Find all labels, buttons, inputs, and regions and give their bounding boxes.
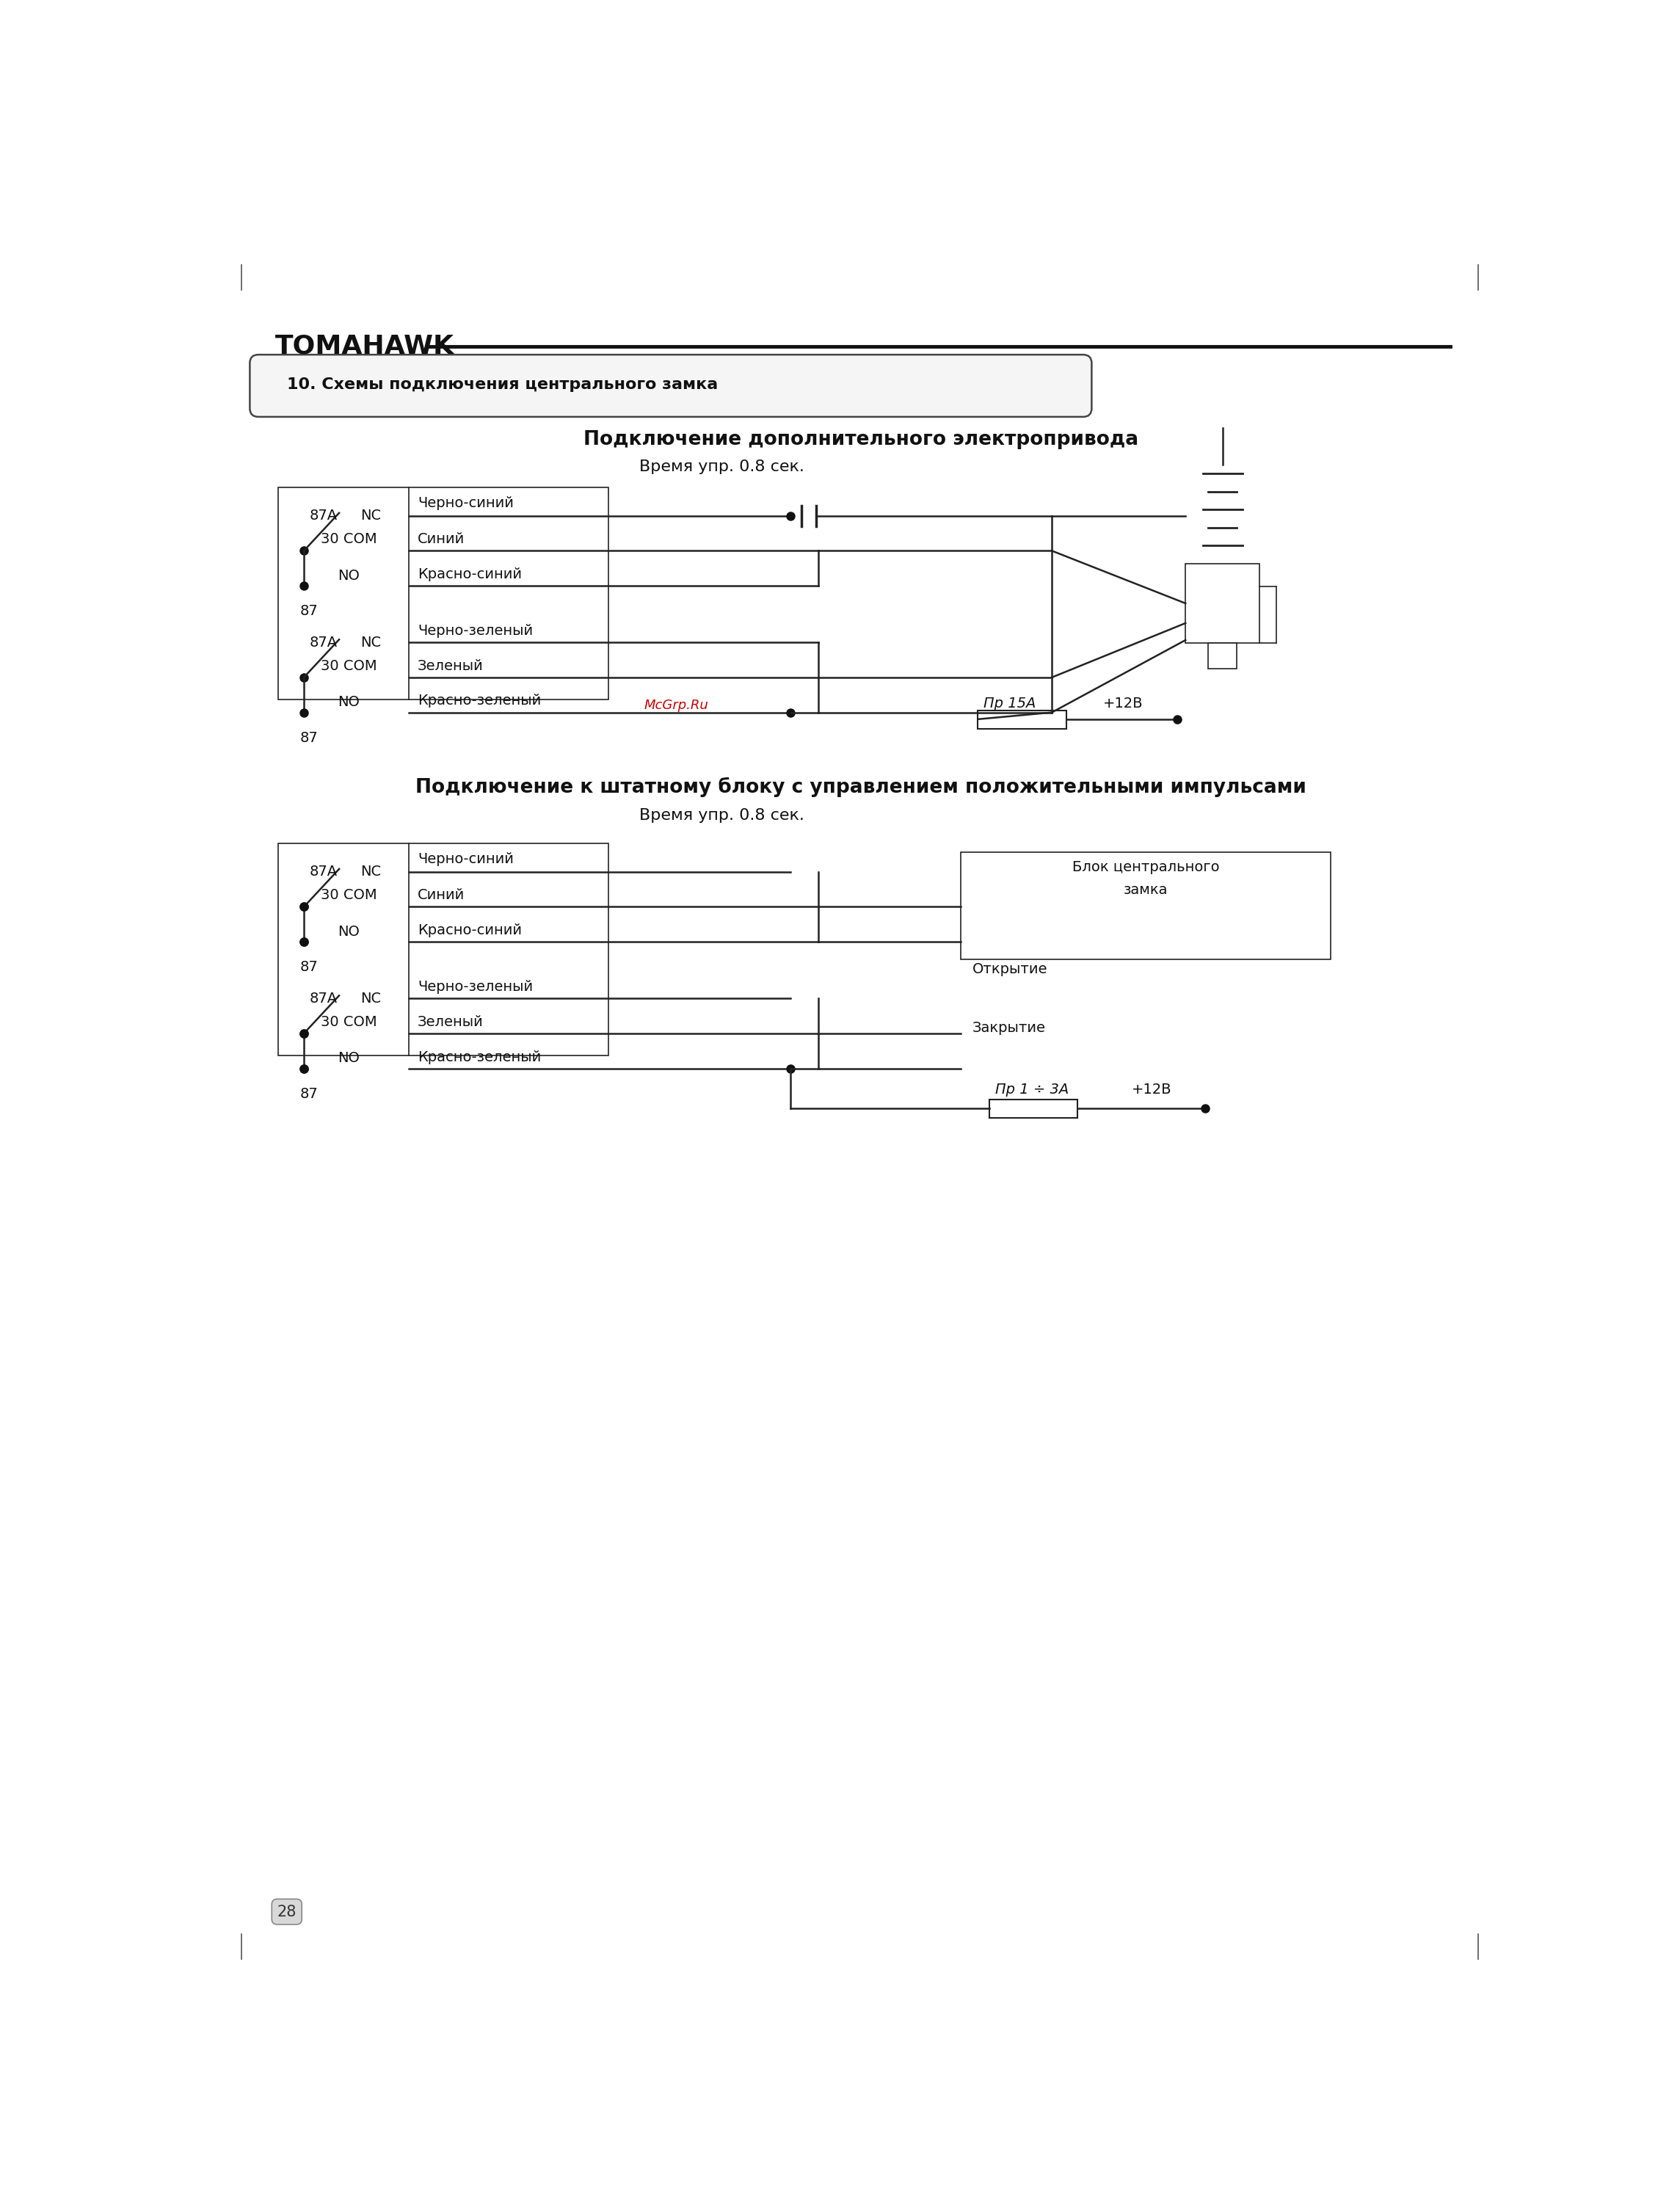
Text: 87A: 87A — [309, 991, 338, 1006]
Text: Черно-синий: Черно-синий — [418, 852, 514, 865]
Text: Зеленый: Зеленый — [418, 1015, 484, 1028]
Text: Черно-зеленый: Черно-зеленый — [418, 623, 533, 639]
Bar — [978, 711, 1067, 729]
Text: 87: 87 — [299, 960, 318, 973]
Text: NO: NO — [338, 925, 360, 938]
Text: 87A: 87A — [309, 636, 338, 650]
Text: +12В: +12В — [1104, 696, 1142, 711]
Text: Время упр. 0.8 сек.: Время упр. 0.8 сек. — [640, 808, 805, 824]
Text: Красно-зеленый: Красно-зеленый — [418, 1050, 541, 1064]
Text: TOMAHAWK: TOMAHAWK — [276, 335, 455, 359]
Text: +12В: +12В — [1131, 1083, 1171, 1097]
Text: Подключение дополнительного электропривода: Подключение дополнительного электроприво… — [583, 429, 1137, 449]
Text: Закрытие: Закрытие — [973, 1022, 1045, 1035]
Bar — [990, 1099, 1077, 1119]
Text: 87: 87 — [299, 603, 318, 619]
Text: Черно-синий: Черно-синий — [418, 495, 514, 511]
Text: Красно-зеленый: Красно-зеленый — [418, 694, 541, 707]
Text: Красно-синий: Красно-синий — [418, 568, 522, 581]
Bar — [961, 852, 1331, 960]
Text: 28: 28 — [277, 1905, 296, 1920]
Text: 30 COM: 30 COM — [321, 1015, 376, 1028]
Text: NO: NO — [338, 696, 360, 709]
Text: 10. Схемы подключения центрального замка: 10. Схемы подключения центрального замка — [287, 377, 717, 392]
Text: 30 COM: 30 COM — [321, 533, 376, 546]
Text: Красно-синий: Красно-синий — [418, 923, 522, 938]
Text: 87A: 87A — [309, 865, 338, 879]
Text: NC: NC — [361, 636, 381, 650]
Text: NO: NO — [338, 1050, 360, 1066]
Text: Зеленый: Зеленый — [418, 658, 484, 674]
Text: Открытие: Открытие — [973, 962, 1047, 975]
Text: Синий: Синий — [418, 533, 465, 546]
Bar — [1186, 564, 1260, 643]
Text: 30 COM: 30 COM — [321, 887, 376, 903]
Text: Черно-зеленый: Черно-зеленый — [418, 980, 533, 993]
Bar — [1208, 643, 1236, 669]
Text: Время упр. 0.8 сек.: Время упр. 0.8 сек. — [640, 460, 805, 473]
Text: 30 COM: 30 COM — [321, 658, 376, 674]
Bar — [279, 843, 608, 1055]
Text: Синий: Синий — [418, 887, 465, 903]
Text: замка: замка — [1124, 883, 1168, 896]
FancyBboxPatch shape — [250, 355, 1092, 416]
Text: Блок центрального: Блок центрального — [1072, 861, 1220, 874]
Bar — [279, 487, 608, 700]
Text: Подключение к штатному блоку с управлением положительными импульсами: Подключение к штатному блоку с управлени… — [415, 777, 1305, 797]
Text: NO: NO — [338, 568, 360, 584]
Text: Пр 1 ÷ 3А: Пр 1 ÷ 3А — [995, 1083, 1068, 1097]
Text: NC: NC — [361, 865, 381, 879]
Text: McGrp.Ru: McGrp.Ru — [643, 698, 709, 711]
Text: 87: 87 — [299, 731, 318, 744]
Text: Пр 15А: Пр 15А — [983, 696, 1037, 711]
Text: NC: NC — [361, 991, 381, 1006]
Text: NC: NC — [361, 509, 381, 522]
Text: 87A: 87A — [309, 509, 338, 522]
Text: 87: 87 — [299, 1088, 318, 1101]
